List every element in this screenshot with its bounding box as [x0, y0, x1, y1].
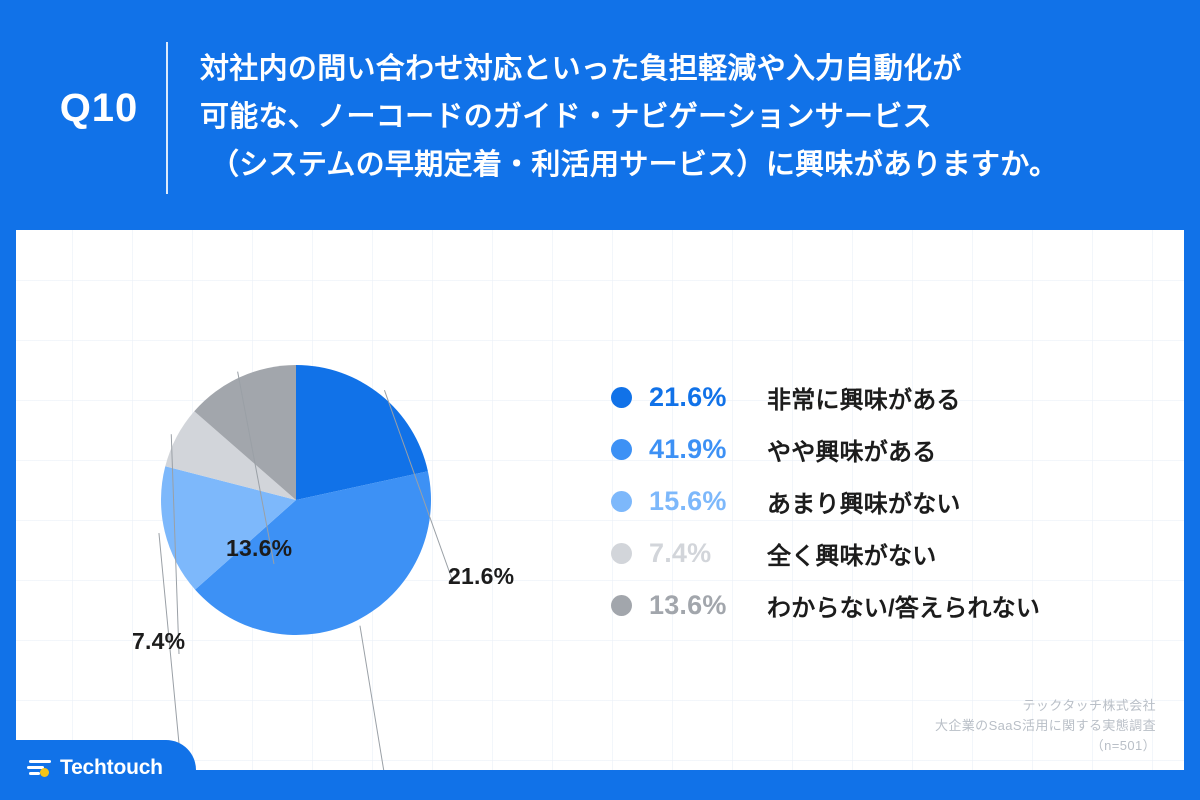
credits-line-3: （n=501） [1090, 738, 1156, 753]
legend-label-0: 非常に興味がある [767, 386, 961, 414]
question-number: Q10 [59, 86, 139, 130]
pie-slice-group [161, 365, 431, 635]
legend-swatch-icon-1 [611, 438, 632, 460]
pie-label-0: 21.6% [448, 563, 515, 589]
header-band: Q10 対社内の問い合わせ対応といった負担軽減や入力自動化が 可能な、ノーコード… [0, 0, 1200, 230]
legend-label-4: わからない/答えられない [767, 594, 1041, 622]
chart-legend: 21.6% 非常に興味がある 41.9% やや興味がある 15.6% あまり興味… [611, 371, 1171, 631]
pie-chart-svg [158, 365, 454, 770]
legend-swatch-icon-0 [611, 386, 632, 408]
pie-slice-1 [195, 471, 431, 635]
logo-text: Techtouch [60, 756, 163, 779]
pie-label-3: 7.4% [132, 628, 186, 654]
header-divider [166, 42, 168, 194]
credits-line-1: テックタッチ株式会社 [1022, 698, 1156, 713]
legend-label-1: やや興味がある [767, 438, 937, 466]
pie-leader-line-1 [359, 625, 385, 770]
pie-label-4: 13.6% [226, 535, 293, 561]
legend-label-3: 全く興味がない [767, 542, 937, 570]
legend-item: 7.4% 全く興味がない [611, 527, 1171, 579]
legend-label-2: あまり興味がない [767, 490, 961, 518]
credits-line-2: 大企業のSaaS活用に関する実態調査 [934, 718, 1156, 733]
legend-swatch-icon-3 [611, 542, 632, 564]
legend-item: 41.9% やや興味がある [611, 423, 1171, 475]
credits-block: テックタッチ株式会社 大企業のSaaS活用に関する実態調査 （n=501） [935, 696, 1156, 756]
legend-swatch-icon-4 [611, 594, 632, 616]
pie-slice-0 [296, 365, 428, 500]
legend-percent-3: 7.4% [649, 537, 712, 568]
legend-percent-2: 15.6% [649, 485, 727, 516]
footer-banner: Techtouch [0, 740, 196, 800]
question-text: 対社内の問い合わせ対応といった負担軽減や入力自動化が 可能な、ノーコードのガイド… [200, 45, 1170, 189]
legend-item: 15.6% あまり興味がない [611, 475, 1171, 527]
legend-item: 21.6% 非常に興味がある [611, 371, 1171, 423]
techtouch-mark-icon [27, 757, 53, 779]
pie-leader-line-4 [237, 371, 275, 565]
pie-slice-3 [165, 411, 296, 500]
legend-item: 13.6% わからない/答えられない [611, 579, 1171, 631]
legend-percent-0: 21.6% [649, 381, 727, 412]
pie-chart: 21.6% 41.9% 15.6% 7.4% 13.6% [16, 230, 576, 770]
legend-swatch-icon-2 [611, 490, 632, 512]
pie-leader-line-3 [170, 434, 180, 655]
question-line-2: 可能な、ノーコードのガイド・ナビゲーションサービス [200, 101, 932, 133]
legend-percent-4: 13.6% [649, 589, 727, 620]
pie-slice-2 [161, 466, 296, 590]
techtouch-logo: Techtouch [27, 756, 163, 780]
legend-percent-1: 41.9% [649, 433, 727, 464]
content-card: 21.6% 41.9% 15.6% 7.4% 13.6% 21.6% 非常に興味… [16, 230, 1184, 770]
pie-leader-line-0 [383, 390, 454, 583]
question-line-1: 対社内の問い合わせ対応といった負担軽減や入力自動化が [200, 53, 962, 85]
pie-slice-4 [194, 365, 296, 500]
question-line-3: （システムの早期定着・利活用サービス）に興味がありますか。 [210, 149, 1059, 181]
